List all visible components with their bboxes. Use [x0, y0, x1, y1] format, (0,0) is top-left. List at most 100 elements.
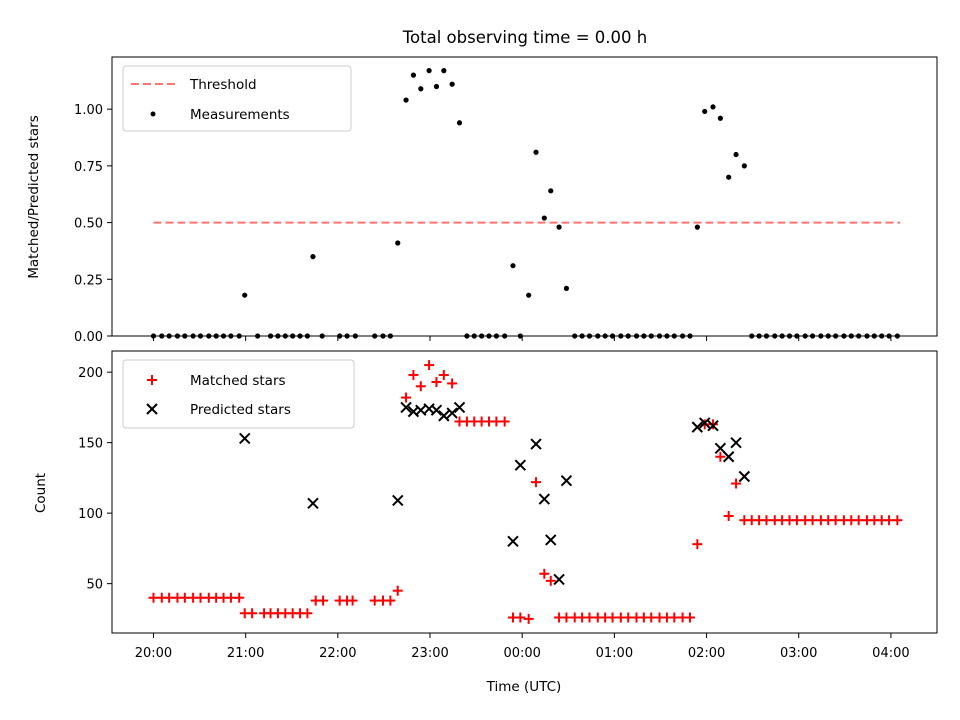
- matched-star-point: [539, 568, 550, 579]
- predicted-star-point: [560, 475, 573, 487]
- measurements-legend-marker: [150, 111, 156, 117]
- measurement-point: [726, 174, 732, 180]
- measurement-point: [548, 188, 554, 194]
- x-tick-label: 23:00: [411, 646, 448, 661]
- matched-star-point: [408, 369, 419, 380]
- bottom-panel: Count 50 100 150 200 20:00 21:00 22:00 23:00 00:…: [33, 350, 938, 695]
- top-panel: Matched/Predicted stars 0.00 0.25 0.50 0.75…: [26, 56, 938, 345]
- matched-star-point: [723, 510, 734, 521]
- matched-star-point: [892, 515, 903, 526]
- measurement-point: [242, 292, 248, 298]
- measurement-point: [449, 81, 455, 87]
- predicted-star-point: [545, 534, 557, 546]
- measurement-point: [456, 120, 463, 126]
- measurement-point: [533, 149, 539, 155]
- measurement-point: [441, 68, 447, 74]
- bottom-y-axis-label: Count: [33, 473, 49, 513]
- matched-star-point: [415, 381, 426, 392]
- matched-star-point: [431, 377, 442, 388]
- measurement-point: [710, 104, 716, 110]
- x-tick-label: 22:00: [319, 646, 356, 661]
- measurement-point: [526, 292, 532, 298]
- x-axis-label: Time (UTC): [486, 679, 562, 695]
- bottom-y-tick-label: 50: [86, 578, 103, 593]
- x-tick-label: 03:00: [780, 646, 817, 661]
- matched-star-point: [392, 585, 403, 596]
- x-tick-label: 20:00: [135, 646, 172, 661]
- matched-star-point: [545, 575, 556, 586]
- predicted-star-point: [714, 442, 727, 454]
- bottom-plot-area: 50 100 150 200 20:00 21:00 22:00 23:00 00:00 01:0…: [78, 360, 910, 661]
- bottom-legend: Matched stars Predicted stars: [122, 359, 355, 429]
- bottom-y-tick-label: 200: [78, 366, 103, 381]
- predicted-legend-marker: [146, 403, 158, 415]
- top-axes-frame: [111, 56, 938, 337]
- measurement-point: [717, 115, 723, 121]
- measurement-point: [418, 86, 424, 92]
- measurement-point: [395, 240, 401, 246]
- predicted-star-point: [691, 421, 704, 433]
- predicted-star-point: [538, 493, 551, 505]
- matched-legend-label: Matched stars: [190, 373, 286, 389]
- top-y-tick-label: 0.50: [74, 217, 103, 232]
- predicted-star-point: [430, 404, 443, 416]
- x-tick-label: 04:00: [872, 646, 909, 661]
- bottom-axes-frame: [111, 350, 938, 634]
- measurement-point: [541, 215, 547, 221]
- measurement-point: [410, 72, 417, 78]
- matched-star-point: [499, 416, 510, 427]
- matched-star-point: [515, 612, 526, 623]
- matched-star-point: [692, 539, 703, 550]
- predicted-star-point: [239, 432, 251, 445]
- measurement-point: [310, 254, 316, 260]
- measurement-point: [426, 68, 432, 74]
- matched-star-point: [447, 378, 458, 389]
- matched-star-point: [247, 608, 258, 619]
- matched-star-point: [385, 595, 396, 606]
- measurement-point: [733, 151, 739, 158]
- measurement-point: [694, 224, 700, 230]
- predicted-star-point: [553, 573, 565, 586]
- top-y-tick-label: 0.25: [74, 273, 103, 288]
- bottom-legend-box: [122, 359, 355, 429]
- predicted-legend-label: Predicted stars: [190, 402, 291, 418]
- predicted-star-point: [400, 401, 412, 414]
- predicted-star-point: [699, 417, 711, 429]
- predicted-star-point: [722, 451, 735, 463]
- matched-star-point: [731, 478, 742, 489]
- top-legend-box: [122, 65, 352, 132]
- measurement-point: [702, 108, 708, 115]
- measurement-point: [563, 285, 570, 291]
- x-tick-label: 01:00: [596, 646, 633, 661]
- predicted-star-point: [530, 438, 542, 450]
- top-y-tick-label: 1.00: [74, 103, 103, 118]
- predicted-star-point: [307, 497, 319, 509]
- bottom-y-tick-label: 150: [78, 437, 103, 452]
- measurement-point: [741, 163, 747, 169]
- matched-star-point: [318, 595, 329, 606]
- matched-star-point: [347, 595, 358, 606]
- measurement-point: [433, 83, 440, 90]
- measurements-legend-label: Measurements: [190, 107, 290, 123]
- matched-star-point: [438, 369, 449, 380]
- matched-star-point: [523, 613, 534, 624]
- top-legend: Threshold Measurements: [122, 65, 352, 132]
- x-tick-label: 21:00: [227, 646, 264, 661]
- x-tick-label: 00:00: [503, 646, 540, 661]
- matched-star-point: [715, 451, 726, 462]
- predicted-star-point: [738, 470, 751, 483]
- matched-star-point: [234, 592, 245, 603]
- matched-star-point: [424, 360, 435, 371]
- predicted-star-point: [707, 420, 719, 432]
- predicted-star-point: [507, 535, 519, 548]
- top-y-axis-label: Matched/Predicted stars: [26, 115, 42, 278]
- predicted-star-point: [446, 407, 458, 419]
- predicted-star-point: [730, 436, 742, 449]
- matched-star-point: [401, 392, 412, 403]
- top-y-tick-label: 0.00: [74, 330, 103, 345]
- predicted-star-point: [438, 410, 450, 422]
- measurement-point: [510, 263, 516, 269]
- top-y-tick-label: 0.75: [74, 160, 103, 175]
- matched-star-point: [531, 477, 542, 488]
